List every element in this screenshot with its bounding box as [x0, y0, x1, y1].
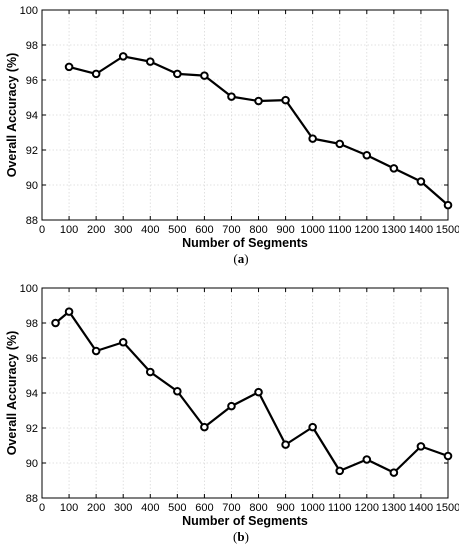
data-point: [308, 134, 317, 143]
x-tick-label: 0: [39, 224, 45, 236]
data-point: [64, 307, 74, 316]
data-point: [389, 468, 399, 477]
chart-panel-b: 0 100 200 300 400 500 600 700 800 900 1000 1100 1200…: [5, 283, 459, 544]
x-tick-label: 600: [195, 502, 213, 514]
y-tick-label: 98: [26, 318, 38, 330]
y-tick-label: 94: [26, 388, 38, 400]
panel-caption: (b): [233, 529, 249, 544]
data-point: [443, 200, 453, 210]
data-point: [173, 69, 182, 79]
x-tick-label: 1400: [409, 502, 433, 514]
data-point: [91, 346, 101, 356]
x-axis-title: Number of Segments: [182, 236, 308, 250]
data-point: [254, 387, 263, 397]
data-point: [362, 150, 372, 160]
x-tick-label: 200: [87, 502, 105, 514]
y-tick-label: 100: [20, 283, 38, 295]
y-axis-title: Overall Accuracy (%): [5, 53, 19, 178]
x-tick-label: 300: [114, 224, 132, 236]
data-point: [51, 318, 60, 328]
y-tick-label: 96: [26, 75, 38, 87]
data-point: [118, 337, 128, 347]
x-tick-label: 700: [222, 224, 240, 236]
data-point: [64, 62, 74, 72]
data-point: [416, 177, 426, 186]
y-tick-label: 90: [26, 180, 38, 192]
data-point: [118, 52, 128, 61]
y-tick-label: 96: [26, 353, 38, 365]
x-tick-label: 700: [222, 502, 240, 514]
x-axis-title: Number of Segments: [182, 514, 308, 528]
data-point: [443, 451, 453, 461]
data-point: [173, 386, 182, 396]
x-tick-label: 1500: [436, 502, 459, 514]
y-axis-title: Overall Accuracy (%): [5, 331, 19, 456]
series-line: [54, 310, 449, 474]
x-tick-label: 200: [87, 224, 105, 236]
x-tick-label: 500: [168, 502, 186, 514]
y-tick-label: 88: [26, 493, 38, 505]
x-tick-label: 800: [249, 502, 267, 514]
x-tick-label: 500: [168, 224, 186, 236]
x-tick-label: 1300: [382, 224, 406, 236]
chart-panel-a: 0 100 200 300 400 500 600 700 800 900 1000 1100 1200…: [5, 5, 459, 266]
data-point: [308, 422, 317, 432]
x-tick-label: 300: [114, 502, 132, 514]
data-point: [254, 96, 263, 106]
y-tick-label: 100: [20, 5, 38, 17]
panel-caption: (a): [233, 251, 248, 266]
y-tick-label: 98: [26, 40, 38, 52]
y-tick-label: 90: [26, 458, 38, 470]
x-tick-label: 100: [60, 224, 78, 236]
x-tick-label: 1000: [300, 224, 324, 236]
data-point: [227, 92, 236, 101]
data-point: [281, 95, 290, 105]
x-tick-label: 1000: [300, 502, 324, 514]
x-tick-label: 1100: [328, 502, 352, 514]
x-tick-label: 400: [141, 224, 159, 236]
data-point: [200, 422, 209, 432]
data-point: [145, 367, 155, 377]
data-point: [389, 164, 399, 173]
x-tick-label: 1200: [355, 502, 379, 514]
x-tick-label: 100: [60, 502, 78, 514]
x-tick-label: 1300: [382, 502, 406, 514]
y-tick-label: 92: [26, 145, 38, 157]
y-tick-label: 92: [26, 423, 38, 435]
y-tick-label: 94: [26, 110, 38, 122]
x-tick-label: 900: [276, 224, 294, 236]
data-point: [91, 69, 101, 79]
x-tick-label: 1500: [436, 224, 459, 236]
data-point: [145, 57, 155, 66]
data-point: [227, 401, 236, 411]
data-point: [416, 442, 426, 451]
x-tick-label: 900: [276, 502, 294, 514]
x-tick-label: 800: [249, 224, 267, 236]
x-tick-label: 1400: [409, 224, 433, 236]
x-tick-label: 1100: [328, 224, 352, 236]
data-point: [335, 139, 345, 149]
x-tick-label: 600: [195, 224, 213, 236]
data-point: [362, 455, 372, 464]
data-point: [200, 71, 209, 80]
x-tick-label: 1200: [355, 224, 379, 236]
x-tick-label: 0: [39, 502, 45, 514]
y-tick-label: 88: [26, 215, 38, 227]
data-point: [335, 466, 345, 476]
data-point: [281, 440, 290, 449]
x-tick-label: 400: [141, 502, 159, 514]
